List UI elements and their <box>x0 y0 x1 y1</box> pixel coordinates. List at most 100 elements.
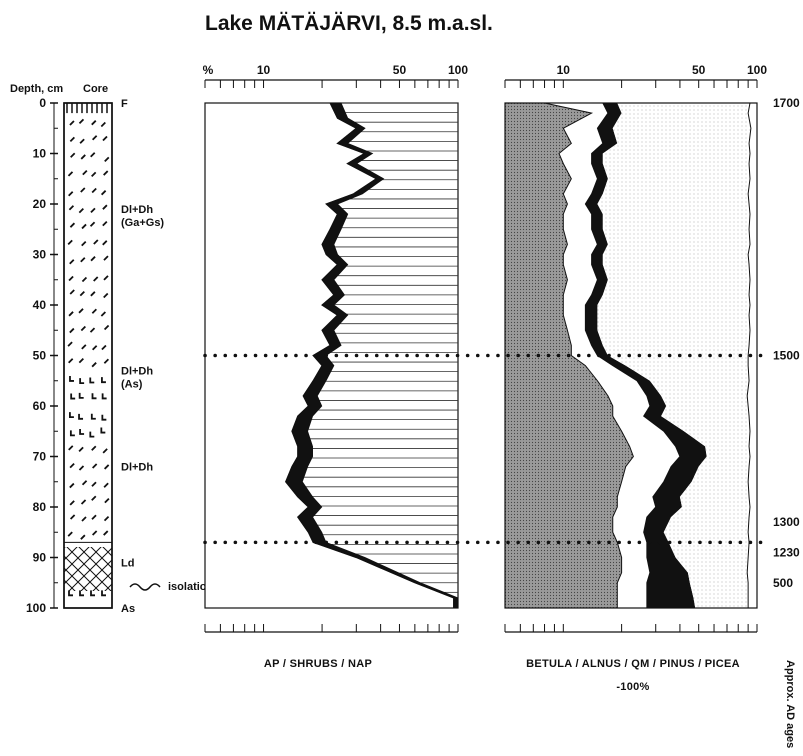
ap-nap-panel: % 10 50 100 AP / SHRUBS / NAP <box>203 63 469 670</box>
depth-tick-label: 10 <box>33 147 47 161</box>
depth-tick-label: 60 <box>33 399 47 413</box>
depth-axis: 0 10 20 30 40 50 60 70 80 90 100 <box>26 96 58 615</box>
gyttja-symbol <box>102 448 108 454</box>
gyttja-symbol <box>69 259 75 265</box>
clay-symbol <box>79 378 85 385</box>
depth-tick-label: 50 <box>33 349 47 363</box>
gyttja-symbol <box>67 341 73 347</box>
gyttja-symbol <box>69 136 75 143</box>
gyttja-symbol <box>81 480 88 486</box>
gyttja-symbol <box>81 240 87 247</box>
clay-symbol <box>69 375 74 382</box>
tree-pollen-panel: 10 50 100 BETULA / ALNUS / QM / PINUS / PI… <box>504 63 767 693</box>
gyttja-symbol <box>80 534 86 540</box>
clay-symbol <box>79 429 85 435</box>
age-label: 1700 <box>773 96 800 110</box>
isolation-label: isolation <box>168 581 214 593</box>
gyttja-symbol <box>68 358 74 364</box>
unit-label: Dl+Dh <box>121 462 153 474</box>
core-label: Core <box>83 83 108 95</box>
gyttja-symbol <box>91 514 97 520</box>
unit-label: Dl+Dh <box>121 366 153 378</box>
gyttja-symbol <box>100 311 106 317</box>
x-tick-label: 100 <box>747 63 767 77</box>
age-labels: 1700 1500 1300 1230 500 <box>773 96 800 590</box>
gyttja-symbol <box>103 275 109 281</box>
depth-tick-label: 80 <box>33 500 47 514</box>
tree-pollen-xlabel-note: -100% <box>616 681 649 693</box>
gyttja-symbol <box>91 187 97 194</box>
gyttja-symbol <box>67 171 74 177</box>
gyttja-symbol <box>90 207 96 214</box>
unit-label: F <box>121 98 128 110</box>
gyttja-symbol <box>91 308 97 314</box>
clay-symbol <box>101 590 106 597</box>
gyttja-symbol <box>91 481 97 487</box>
gyttja-symbol <box>68 191 74 197</box>
gyttja-symbol <box>69 289 75 295</box>
x-tick-label: 100 <box>448 63 468 77</box>
x-tick-label: 10 <box>257 63 271 77</box>
gyttja-symbol <box>70 152 76 158</box>
gyttja-symbol <box>68 445 74 451</box>
gyttja-symbol <box>80 187 86 193</box>
gyttja-symbol <box>78 308 84 314</box>
ap-nap-xlabel: AP / SHRUBS / NAP <box>264 658 372 670</box>
gyttja-symbol <box>81 276 88 283</box>
x-tick-label: % <box>203 63 214 77</box>
depth-tick-label: 100 <box>26 601 46 615</box>
gyttja-symbol <box>100 121 106 128</box>
gyttja-symbol <box>69 514 76 520</box>
gyttja-symbol <box>102 220 108 227</box>
gyttja-symbol <box>79 138 85 144</box>
gyttja-symbol <box>104 156 110 162</box>
x-tick-label: 10 <box>557 63 571 77</box>
ap-nap-x-axis: % 10 50 100 <box>203 63 468 633</box>
gyttja-symbol <box>103 530 109 536</box>
gyttja-symbol <box>91 530 98 536</box>
clay-symbol <box>70 393 76 400</box>
age-label: 500 <box>773 576 793 590</box>
gyttja-symbol <box>69 482 75 489</box>
gyttja-symbol <box>90 256 96 262</box>
gyttja-symbol <box>67 239 73 246</box>
gyttja-symbol <box>102 204 108 210</box>
gyttja-symbol <box>91 445 97 451</box>
x-tick-label: 50 <box>692 63 706 77</box>
gyttja-symbol <box>101 344 107 351</box>
unit-label: As <box>121 603 135 615</box>
clay-symbol <box>91 393 97 400</box>
depth-tick-label: 30 <box>33 248 47 262</box>
gyttja-symbol <box>103 324 110 331</box>
clay-symbol <box>69 430 75 437</box>
unit-label: Ld <box>121 558 134 570</box>
gyttja-symbol <box>93 239 99 245</box>
gyttja-symbol <box>92 463 98 469</box>
gyttja-symbol <box>69 327 75 334</box>
gyttja-symbol <box>69 120 75 126</box>
gyttja-symbol <box>78 357 84 364</box>
depth-axis-label: Depth, cm <box>10 83 63 95</box>
gyttja-symbol <box>79 291 85 297</box>
gyttja-symbol <box>78 118 85 125</box>
depth-tick-label: 70 <box>33 450 47 464</box>
gyttja-symbol <box>69 222 76 228</box>
core-border <box>63 102 113 609</box>
gyttja-symbol <box>81 223 87 230</box>
gyttja-symbol <box>103 292 109 299</box>
depth-tick-label: 40 <box>33 298 47 312</box>
tree-pollen-xlabel: BETULA / ALNUS / QM / PINUS / PICEA <box>526 658 740 670</box>
gyttja-symbol <box>102 240 108 246</box>
clay-symbol <box>90 590 95 597</box>
clay-symbol <box>89 377 95 384</box>
gyttja-symbol <box>80 257 86 263</box>
clay-symbol <box>101 377 106 384</box>
gyttja-symbol <box>103 516 110 522</box>
clay-symbol <box>90 413 96 420</box>
clay-symbol <box>78 392 84 399</box>
gyttja-symbol <box>91 171 97 178</box>
gyttja-symbol <box>67 531 73 537</box>
unit-label: Dl+Dh <box>121 204 153 216</box>
